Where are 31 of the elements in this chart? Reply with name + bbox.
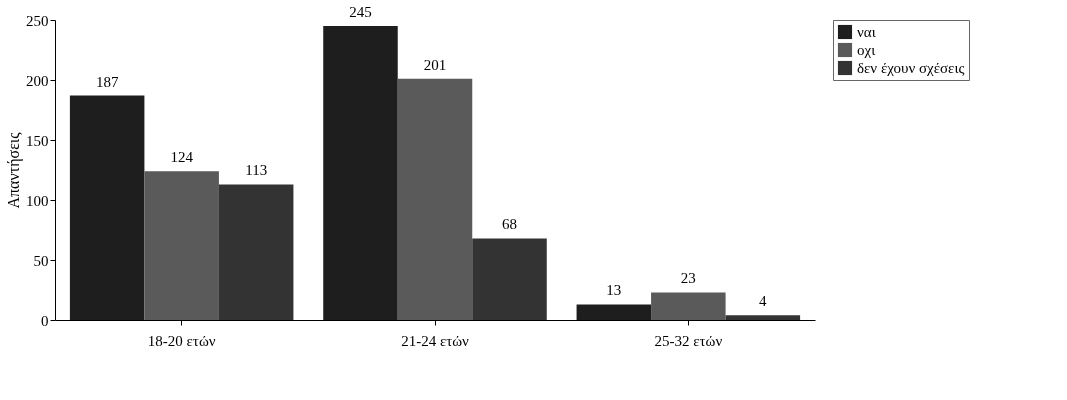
y-tick-label: 250	[26, 12, 49, 29]
data-label: 245	[349, 4, 372, 20]
y-tick-label: 50	[33, 252, 49, 269]
data-label: 68	[502, 216, 518, 233]
data-label: 113	[245, 162, 268, 179]
data-label: 4	[759, 293, 768, 310]
x-tick-label: 25-32 ετών	[654, 332, 723, 349]
bar	[69, 95, 145, 320]
bar	[472, 238, 547, 320]
x-tick-label: 18-20 ετών	[147, 332, 216, 349]
y-tick-label: 200	[26, 72, 49, 89]
legend-label: δεν έχουν σχέσεις	[857, 60, 965, 76]
y-axis-title: Απαντήσεις	[5, 131, 23, 209]
bar	[397, 78, 473, 320]
bar	[725, 315, 801, 320]
data-label: 201	[423, 56, 447, 73]
data-label: 23	[680, 270, 696, 287]
bar	[218, 184, 294, 320]
y-tick-label: 150	[26, 132, 49, 149]
bar	[144, 171, 219, 320]
bar	[323, 26, 398, 320]
x-tick-label: 21-24 ετών	[401, 332, 470, 349]
bar	[576, 304, 652, 320]
data-label: 187	[95, 73, 119, 90]
y-tick-label: 100	[26, 192, 49, 209]
legend-label: οχι	[857, 42, 876, 58]
legend-label: ναι	[857, 24, 876, 40]
bar	[651, 292, 726, 320]
data-label: 13	[606, 282, 622, 299]
data-label: 124	[170, 149, 194, 166]
y-tick-label: 0	[41, 312, 49, 329]
